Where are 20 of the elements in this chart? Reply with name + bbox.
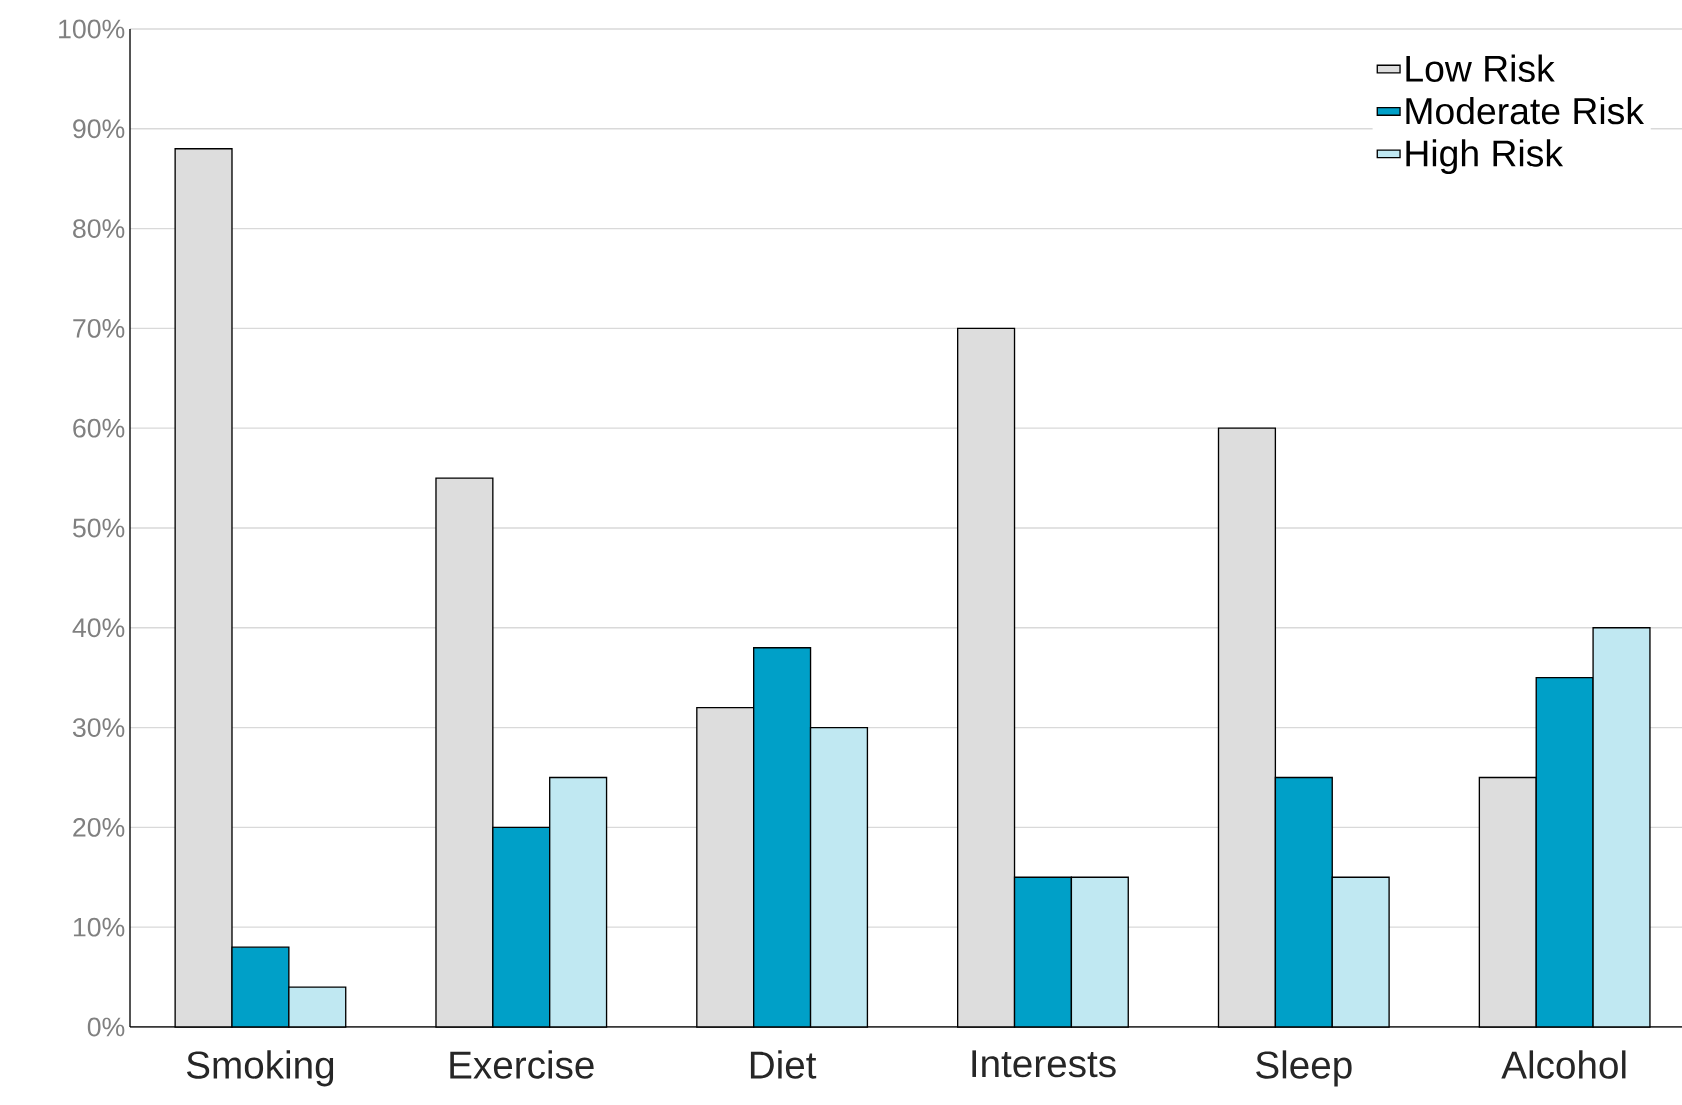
- y-tick-label: 90%: [73, 119, 125, 139]
- legend-label: High Risk: [1406, 139, 1564, 175]
- y-tick-label: 80%: [73, 219, 125, 239]
- legend-label: Low Risk: [1406, 54, 1555, 82]
- y-tick-label: 50%: [72, 518, 125, 538]
- x-tick-label: Diet: [750, 1050, 817, 1079]
- y-tick-label: 60%: [73, 418, 125, 438]
- legend-label: Moderate Risk: [1406, 96, 1645, 125]
- y-tick-label: 100%: [59, 19, 125, 39]
- y-tick-label: 70%: [73, 318, 125, 338]
- y-tick-label: 30%: [72, 718, 125, 738]
- x-tick-label: Exercise: [450, 1050, 594, 1079]
- y-tick-label: 0%: [87, 1017, 125, 1037]
- x-tick-label: Smoking: [186, 1050, 334, 1087]
- y-tick-label: 10%: [73, 917, 125, 937]
- x-tick-label: Interests: [972, 1050, 1116, 1078]
- x-tick-label: Sleep: [1256, 1050, 1352, 1087]
- x-tick-label: Alcohol: [1501, 1050, 1626, 1079]
- y-tick-label: 40%: [72, 618, 125, 638]
- y-tick-label: 20%: [73, 817, 125, 837]
